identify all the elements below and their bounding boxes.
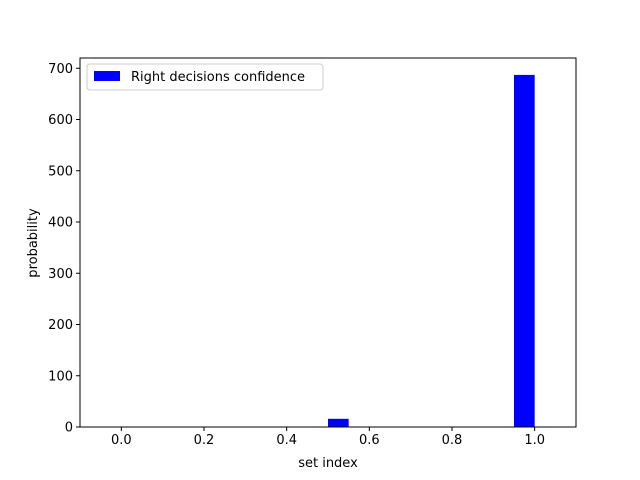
x-tick-label: 0.8 (442, 433, 463, 448)
x-tick-label: 0.6 (359, 433, 380, 448)
y-tick-label: 200 (48, 318, 73, 333)
plot-frame (79, 57, 577, 428)
y-axis: 0 100 200 300 400 500 600 700 (48, 62, 80, 436)
y-axis-label: probability (26, 208, 41, 278)
x-tick-label: 0.0 (111, 433, 132, 448)
legend-box (86, 63, 324, 91)
y-tick-label: 500 (48, 164, 73, 179)
x-tick-label: 0.4 (276, 433, 297, 448)
legend-swatch (94, 71, 120, 81)
x-axis-label: set index (298, 456, 358, 471)
y-tick-label: 0 (65, 421, 73, 436)
legend: Right decisions confidence (86, 63, 324, 91)
y-tick-label: 600 (48, 113, 73, 128)
y-tick-label: 400 (48, 216, 73, 231)
bar-0-1 (514, 74, 535, 427)
y-tick-label: 300 (48, 267, 73, 282)
y-tick-label: 100 (48, 369, 73, 384)
bar-0-0 (328, 418, 349, 427)
x-axis: 0.0 0.2 0.4 0.6 0.8 1.0 (111, 427, 545, 448)
legend-label: Right decisions confidence (131, 70, 305, 85)
bars-layer (328, 74, 535, 427)
x-tick-label: 0.2 (194, 433, 215, 448)
y-tick-label: 700 (48, 62, 73, 77)
x-tick-label: 1.0 (524, 433, 545, 448)
